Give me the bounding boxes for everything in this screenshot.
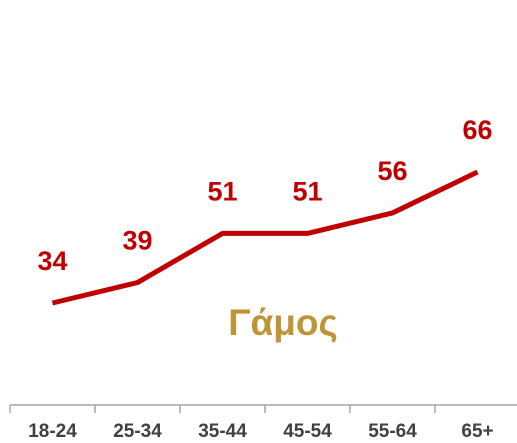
data-label: 34 [37,246,67,276]
data-label: 51 [207,177,237,207]
line [51,169,479,306]
x-tick-label: 45-54 [283,421,332,442]
x-tick-label: 35-44 [198,421,247,442]
x-tick-label: 18-24 [28,421,77,442]
x-tick-label: 65+ [461,421,493,442]
x-tick-label: 25-34 [113,421,162,442]
data-label: 51 [292,177,322,207]
x-tick-label: 55-64 [368,421,417,442]
annotation: Γάμος [228,302,337,343]
data-label: 39 [122,226,152,256]
data-label: 56 [377,156,407,186]
data-label: 66 [462,115,492,145]
